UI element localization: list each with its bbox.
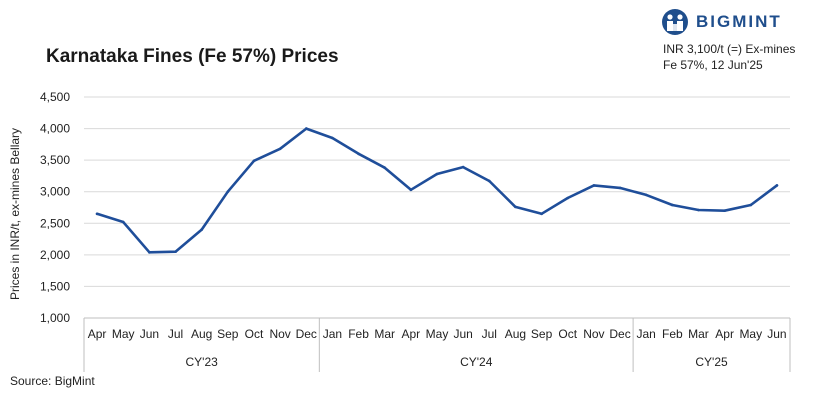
price-line [95,127,779,254]
x-tick-label: Feb [662,327,683,341]
x-tick-label: Jul [168,327,183,341]
x-tick-label: May [112,327,135,341]
x-tick-label: Dec [609,327,630,341]
brand-name: BIGMINT [696,12,782,31]
x-tick-label: Apr [715,327,734,341]
x-tick-label: Mar [374,327,395,341]
data-point [749,203,753,207]
group-label: CY'25 [695,355,728,369]
data-point [618,186,622,190]
brand-logo: BIGMINT [661,8,782,36]
x-tick-label: Aug [191,327,212,341]
data-point [592,184,596,187]
data-point [200,228,203,231]
data-point [461,165,465,169]
data-point [487,179,491,183]
data-point [278,147,282,151]
data-point [723,209,726,212]
price-note-line2: Fe 57%, 12 Jun'25 [663,58,763,72]
bigmint-logo-icon [662,9,688,35]
x-tick-label: Sep [217,327,239,341]
x-tick-label: Jun [767,327,786,341]
x-tick-label: Nov [269,327,290,341]
x-tick-label: Oct [245,327,264,341]
data-point [409,188,413,192]
x-tick-label: Oct [558,327,577,341]
y-tick-label: 4,000 [40,122,70,136]
group-label: CY'24 [460,355,493,369]
x-tick-label: Jan [323,327,342,341]
data-point [671,203,674,207]
x-tick-label: Apr [88,327,107,341]
x-tick-label: Aug [505,327,526,341]
data-point [697,208,700,212]
y-tick-labels: 1,000 1,500 2,000 2,500 3,000 3,500 4,000 4,500 [40,90,70,325]
data-point [775,184,779,187]
data-point [644,193,648,197]
x-tick-label: Jul [482,327,497,341]
price-note-line1: INR 3,100/t (=) Ex-mines [663,42,796,56]
data-point [304,127,308,130]
y-tick-label: 1,500 [40,279,70,293]
x-tick-label: Jan [637,327,656,341]
x-tick-label: Mar [688,327,709,341]
price-note: INR 3,100/t (=) Ex-mines Fe 57%, 12 Jun'… [663,41,795,73]
data-point [148,251,151,254]
y-tick-label: 4,500 [40,90,70,104]
data-point [357,152,360,156]
x-axis: Apr May Jun Jul Aug Sep Oct Nov Dec Jan Feb Mar Apr M… [83,317,791,372]
y-tick-label: 3,000 [40,185,70,199]
chart-title: Karnataka Fines (Fe 57%) Prices [46,46,339,67]
y-tick-label: 2,500 [40,216,70,230]
data-point [252,159,256,163]
x-tick-label: Jun [453,327,472,341]
x-tick-label: May [426,327,449,341]
series-layer [95,127,779,254]
y-tick-label: 2,000 [40,248,70,262]
data-point [174,250,177,253]
data-point [383,166,387,170]
x-tick-label: May [739,327,762,341]
data-point [540,212,543,216]
data-point [566,196,570,200]
data-point [331,136,334,140]
x-tick-label: Dec [296,327,317,341]
data-point [514,205,517,209]
y-tick-label: 1,000 [40,311,70,325]
data-point [226,190,230,194]
data-point [121,220,125,224]
x-tick-label: Nov [583,327,604,341]
x-tick-label: Apr [402,327,421,341]
x-tick-label: Jun [140,327,159,341]
y-tick-label: 3,500 [40,153,70,167]
x-tick-label: Feb [348,327,369,341]
data-point [435,172,439,176]
data-point [95,212,99,216]
source-label: Source: BigMint [10,374,95,388]
x-tick-label: Sep [531,327,553,341]
group-label: CY'23 [186,355,219,369]
